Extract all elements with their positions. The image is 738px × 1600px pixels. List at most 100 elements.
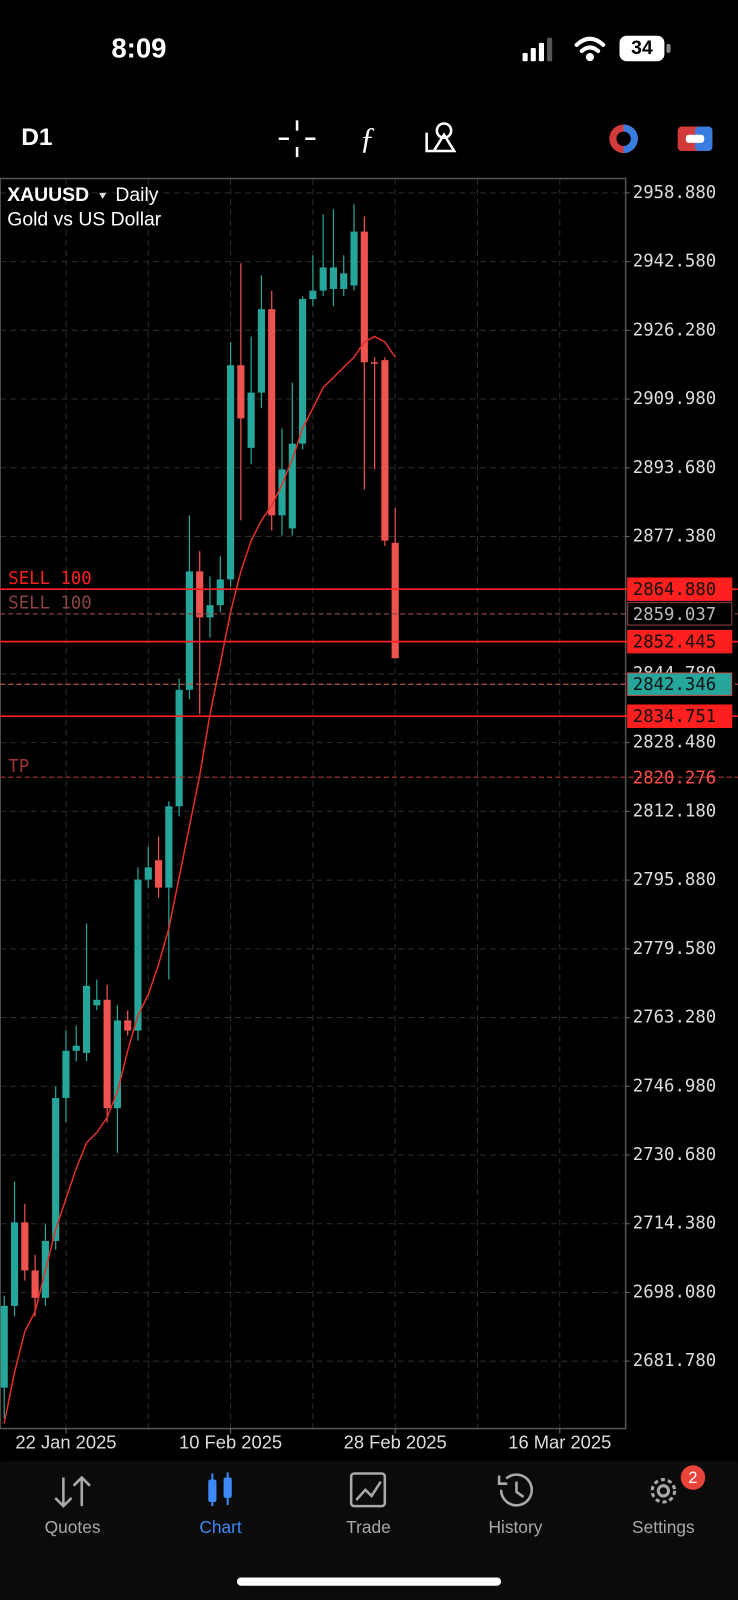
price-label: 2852.445: [633, 633, 716, 653]
candle-body: [134, 879, 142, 1031]
candle-body: [299, 299, 307, 444]
wifi-icon: [574, 36, 606, 62]
price-label: 2834.751: [633, 707, 716, 727]
badge-count: 2: [688, 1469, 697, 1487]
y-tick-label: 2681.780: [633, 1351, 716, 1371]
history-icon[interactable]: [497, 1473, 534, 1507]
trade-button[interactable]: [677, 126, 713, 152]
candle-body: [329, 267, 338, 289]
price-label-box: [627, 629, 733, 654]
candle-body: [185, 571, 193, 690]
badge: [680, 1465, 706, 1490]
price-label-box: [627, 602, 733, 626]
price-label-box: [627, 672, 733, 696]
candle-body: [72, 1045, 80, 1051]
battery-tip: [666, 43, 671, 54]
y-tick-label: 2942.580: [633, 252, 716, 272]
candle-body: [360, 231, 368, 363]
candle-body: [350, 231, 358, 286]
y-tick-label: 2893.680: [633, 458, 716, 478]
x-tick-label: 22 Jan 2025: [15, 1432, 116, 1453]
y-tick-label: 2763.280: [633, 1008, 716, 1028]
candle-body: [319, 267, 327, 291]
x-tick-label: 28 Feb 2025: [344, 1432, 447, 1453]
candle-body: [144, 867, 152, 880]
battery-icon: [619, 35, 665, 62]
objects-button[interactable]: [425, 122, 457, 153]
chart-icon[interactable]: [208, 1472, 232, 1507]
candle-body: [31, 1270, 39, 1298]
candle-body: [196, 571, 204, 618]
tab-label[interactable]: Settings: [632, 1517, 695, 1537]
candle-body: [154, 860, 163, 888]
signal-icon: [522, 37, 553, 62]
y-tick-label: 2828.480: [633, 733, 716, 753]
candle-body: [113, 1020, 121, 1109]
y-tick-label: 2698.080: [633, 1282, 716, 1302]
chart-timeframe: Daily: [115, 184, 158, 206]
candle-body: [371, 362, 379, 364]
candle-body: [257, 309, 266, 393]
level-note: SELL 100: [8, 594, 91, 614]
indicators-button[interactable]: ƒ: [360, 121, 375, 155]
candle-body: [82, 985, 91, 1053]
candle-body: [227, 365, 235, 580]
y-tick-label: 2958.880: [633, 183, 716, 203]
moving-average: [3, 335, 396, 1424]
candle-body: [124, 1020, 132, 1031]
one-click-button[interactable]: [609, 124, 638, 154]
candle-body: [391, 542, 399, 659]
price-label: 2864.880: [633, 580, 716, 600]
trade-icon[interactable]: [349, 1472, 387, 1508]
candle-body: [93, 999, 101, 1006]
tab-label[interactable]: History: [488, 1517, 542, 1537]
tab-label[interactable]: Chart: [199, 1517, 242, 1537]
candle-body: [288, 443, 296, 529]
candle-body: [309, 290, 317, 300]
chart: 2958.880 2942.580 2926.280 2909.980 2893.680…: [0, 177, 738, 1453]
candle-body: [268, 309, 276, 516]
y-tick-label: 2714.380: [633, 1214, 716, 1234]
candle-body: [381, 360, 389, 541]
tab-labels: Quotes Chart Trade History Settings: [45, 1517, 695, 1537]
candle-body: [10, 1222, 19, 1306]
price-label-box: [627, 704, 733, 728]
timeframe-button[interactable]: D1: [21, 124, 52, 151]
y-tick-label: 2795.880: [633, 870, 716, 890]
symbol: XAUUSD: [7, 184, 89, 206]
candle-body: [237, 365, 245, 419]
clock: 8:09: [111, 32, 166, 63]
price-label-box: [627, 577, 733, 601]
candle-body: [175, 689, 183, 807]
y-tick-label: 2746.980: [633, 1076, 716, 1096]
x-tick-label: 16 Mar 2025: [508, 1432, 611, 1453]
symbol-dropdown[interactable]: [99, 192, 107, 199]
battery-level: 34: [631, 37, 653, 59]
crosshair-button[interactable]: [278, 120, 316, 158]
candle-body: [206, 605, 214, 618]
quotes-icon[interactable]: [54, 1475, 91, 1508]
home-indicator: [236, 1577, 502, 1586]
candle-body: [21, 1222, 29, 1271]
candle-body: [62, 1050, 70, 1099]
price-label: 2820.276: [633, 768, 716, 788]
candle-body: [103, 999, 111, 1109]
level-note: TP: [8, 757, 29, 777]
candle-body: [52, 1098, 60, 1241]
y-tick-label: 2877.380: [633, 526, 716, 546]
candle-body: [278, 469, 286, 516]
price-label: 2842.346: [633, 675, 716, 695]
plot-frame: [0, 177, 627, 1430]
tab-label[interactable]: Trade: [346, 1517, 391, 1537]
candle-body: [247, 392, 255, 448]
candle-body: [340, 273, 348, 289]
tab-bar: [0, 1461, 738, 1600]
candle-body: [216, 579, 224, 606]
tab-label[interactable]: Quotes: [45, 1517, 101, 1537]
y-tick-label: 2926.280: [633, 320, 716, 340]
symbol-description: Gold vs US Dollar: [7, 209, 162, 231]
settings-icon[interactable]: [650, 1478, 677, 1504]
